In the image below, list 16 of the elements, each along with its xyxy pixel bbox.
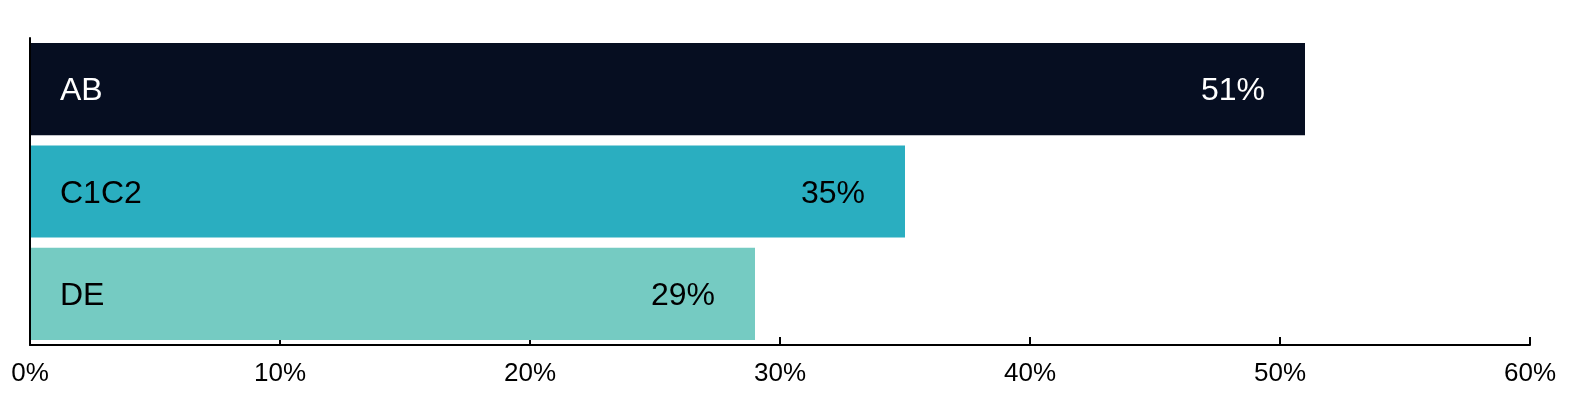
- y-tick-label: AB: [60, 71, 103, 108]
- x-tick-label: 40%: [1003, 357, 1057, 387]
- bar: [30, 145, 905, 238]
- y-tick-label: C1C2: [60, 173, 142, 210]
- bar: [30, 43, 1305, 136]
- data-label: 35%: [800, 173, 865, 210]
- x-tick-label: 10%: [253, 357, 307, 387]
- bar: [30, 247, 755, 340]
- x-tick-label: 0%: [11, 357, 49, 387]
- x-tick-label: 30%: [753, 357, 807, 387]
- data-label: 29%: [650, 275, 715, 312]
- x-tick-label: 20%: [503, 357, 557, 387]
- y-tick-label: DE: [60, 275, 105, 312]
- x-tick-label: 60%: [1503, 357, 1557, 387]
- x-tick-label: 50%: [1253, 357, 1307, 387]
- data-label: 51%: [1200, 71, 1265, 108]
